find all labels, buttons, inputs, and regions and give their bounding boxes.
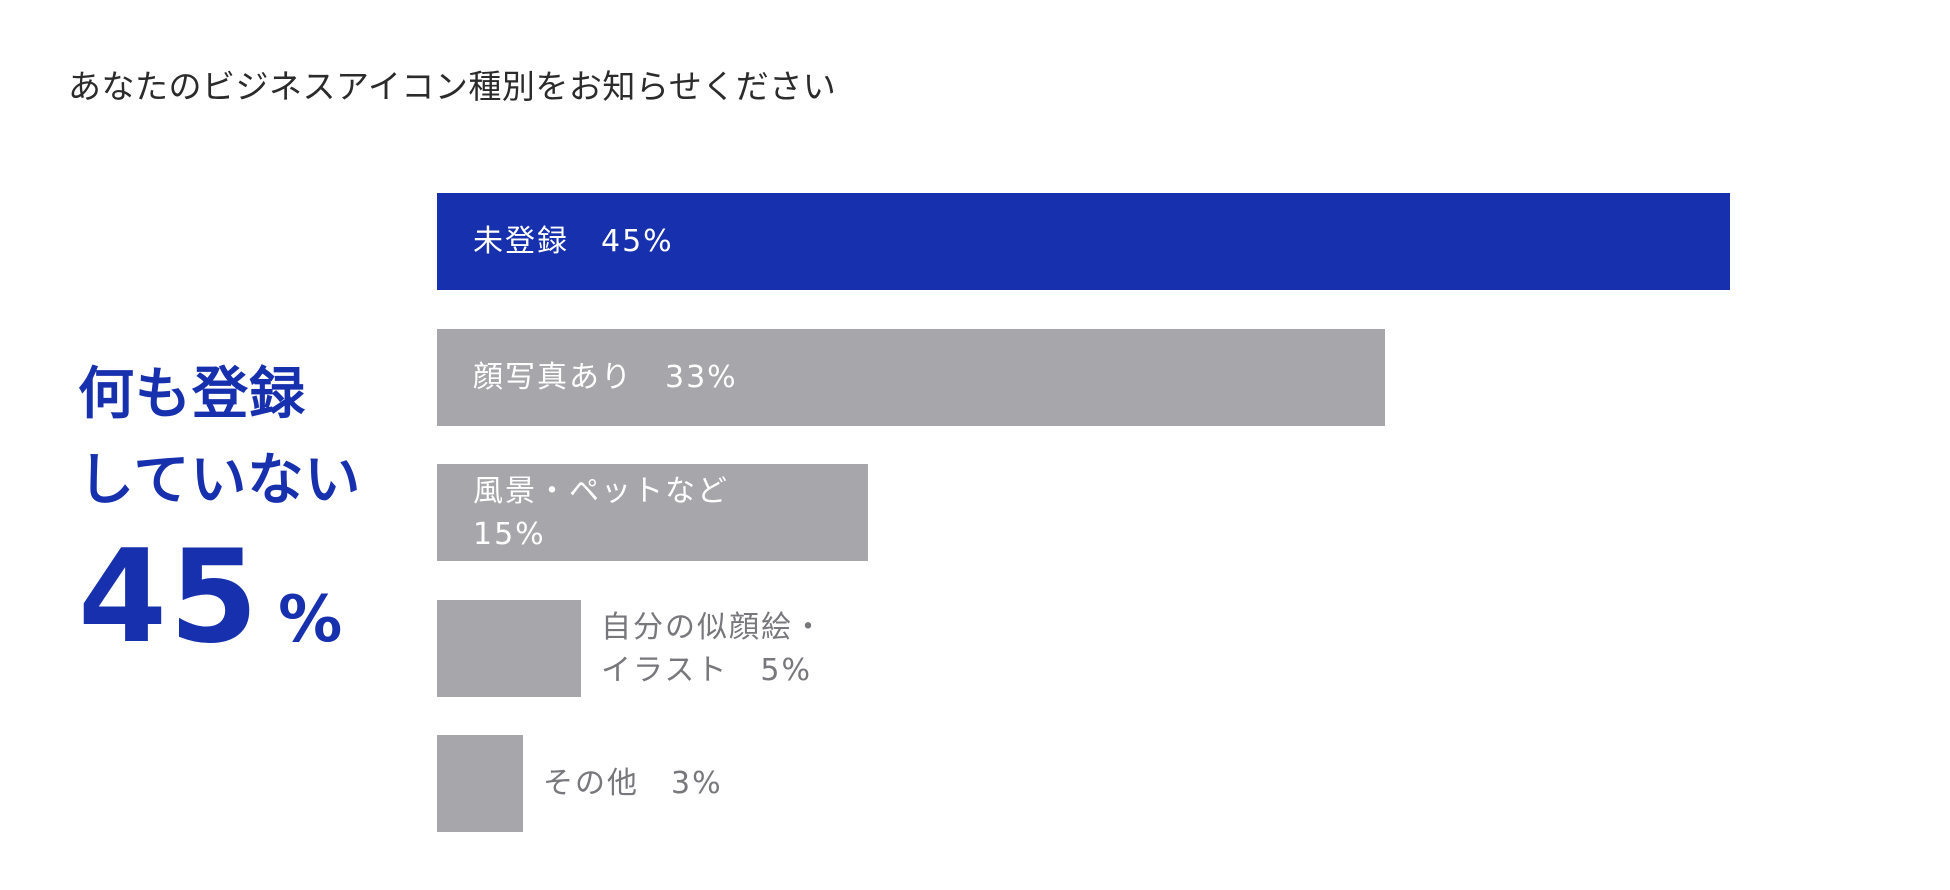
callout-percentage: 45% <box>78 534 361 662</box>
bar-label-4: 自分の似顔絵・ イラスト 5% <box>601 610 825 688</box>
callout-number: 45 <box>78 523 261 672</box>
callout-line-1: 何も登録 <box>78 362 306 427</box>
bar-label-3: 風景・ペットなど 15% <box>473 474 729 552</box>
bar-2 <box>437 329 1385 426</box>
bar-1 <box>437 193 1730 290</box>
bar-label-2: 顔写真あり 33% <box>473 360 738 395</box>
chart-title: あなたのビジネスアイコン種別をお知らせください <box>68 67 837 106</box>
highlight-callout: 何も登録 していない 45% <box>78 352 361 662</box>
bar-label-1: 未登録 45% <box>473 224 674 259</box>
bar-3 <box>437 464 868 561</box>
callout-unit: % <box>278 583 343 657</box>
bar-5 <box>437 735 523 832</box>
bar-4 <box>437 600 581 697</box>
callout-line-2: していない <box>78 448 362 513</box>
bar-label-5: その他 3% <box>543 766 723 801</box>
